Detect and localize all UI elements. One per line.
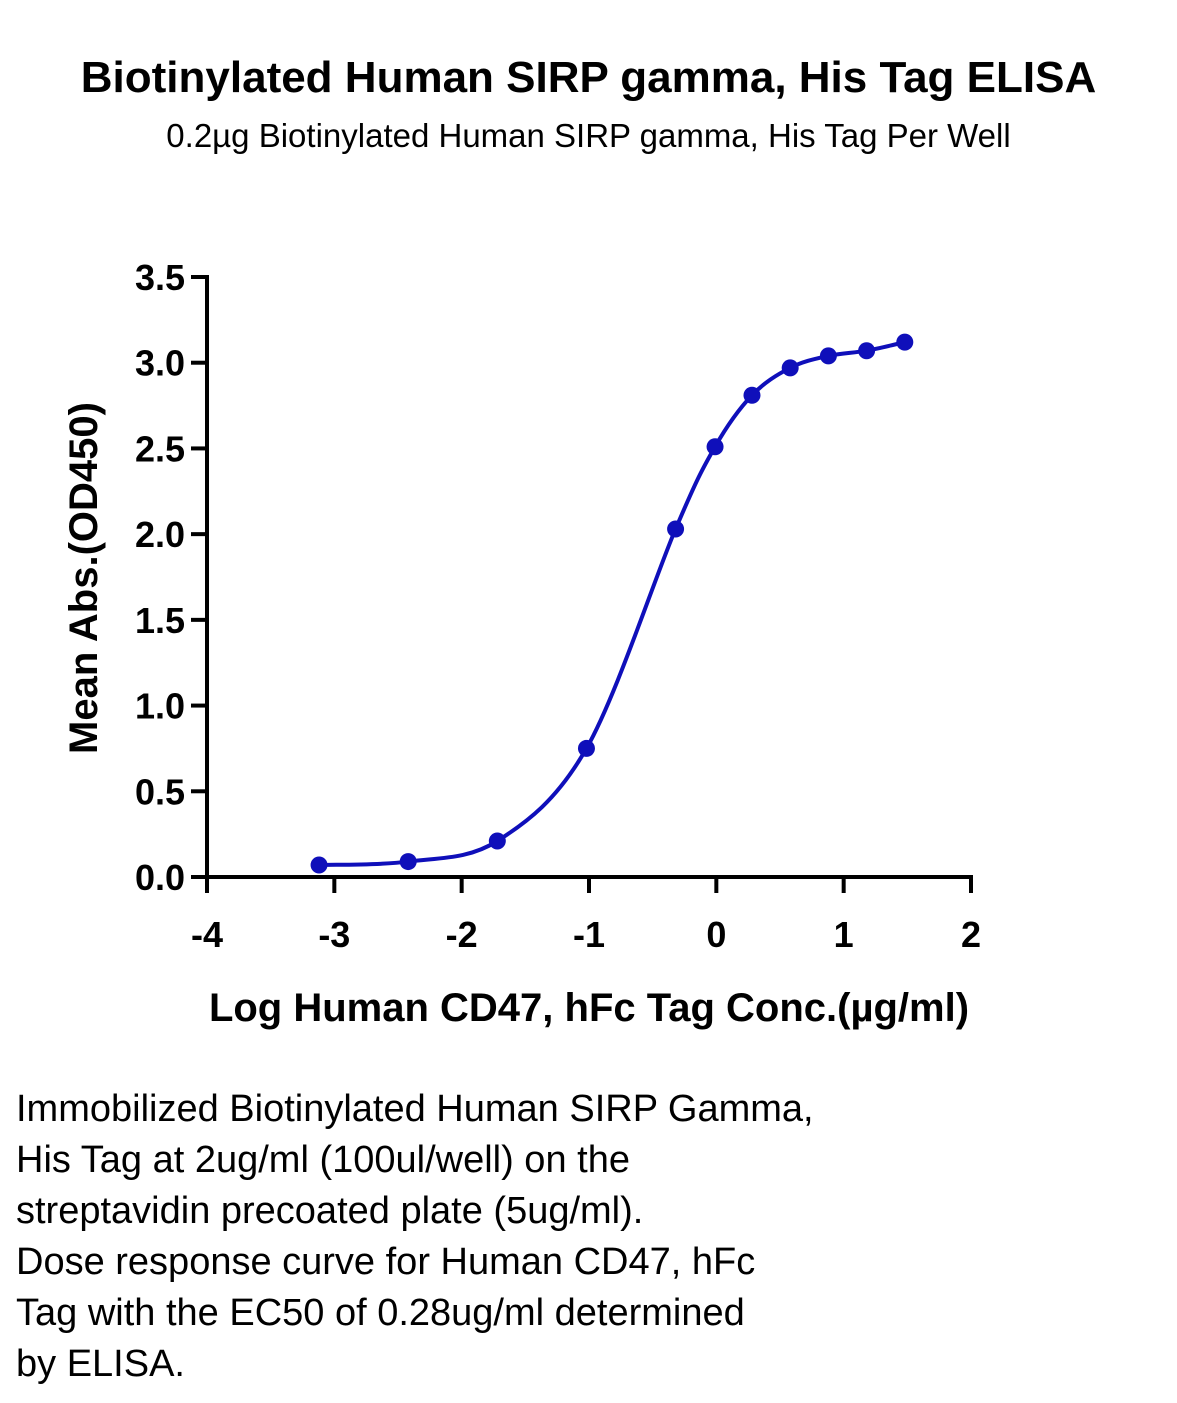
- chart-title: Biotinylated Human SIRP gamma, His Tag E…: [80, 53, 1097, 102]
- x-tick-label: 1: [834, 914, 854, 955]
- y-tick-label: 1.5: [135, 600, 185, 641]
- x-tick-label: -1: [573, 914, 605, 955]
- fit-curve: [318, 340, 906, 867]
- elisa-chart: 0.0 0.5 1.0 1.5 2.0 2.5 3.0 3.5 -4 -3 -2 -1 0 1 2 Log…: [62, 257, 981, 1030]
- y-tick-label: 0.0: [135, 857, 185, 898]
- caption-line: Dose response curve for Human CD47, hFc: [16, 1241, 756, 1283]
- data-point: [743, 386, 761, 404]
- data-point: [667, 520, 685, 538]
- caption-line: streptavidin precoated plate (5ug/ml).: [16, 1190, 644, 1232]
- x-tick-label: 0: [706, 914, 726, 955]
- chart-axes: [205, 275, 973, 879]
- chart-subtitle: 0.2µg Biotinylated Human SIRP gamma, His…: [166, 117, 1011, 154]
- data-point: [896, 333, 914, 351]
- data-point: [858, 342, 876, 360]
- y-tick-label: 0.5: [135, 771, 185, 812]
- data-point: [310, 856, 328, 874]
- x-tick-label: 2: [961, 914, 981, 955]
- data-point: [577, 739, 595, 757]
- y-tick-label: 2.0: [135, 514, 185, 555]
- data-point: [706, 438, 724, 456]
- data-point: [819, 347, 837, 365]
- y-tick-label: 2.5: [135, 428, 185, 469]
- y-axis-ticks: 0.0 0.5 1.0 1.5 2.0 2.5 3.0 3.5: [135, 257, 207, 898]
- caption-line: His Tag at 2ug/ml (100ul/well) on the: [16, 1139, 630, 1181]
- data-point: [399, 853, 417, 871]
- y-tick-label: 1.0: [135, 686, 185, 727]
- y-axis-label: Mean Abs.(OD450): [62, 402, 106, 754]
- y-tick-label: 3.5: [135, 257, 185, 298]
- x-tick-label: -3: [318, 914, 350, 955]
- data-point: [488, 832, 506, 850]
- caption-line: Tag with the EC50 of 0.28ug/ml determine…: [16, 1292, 745, 1334]
- data-point: [781, 359, 799, 377]
- x-tick-label: -4: [191, 914, 223, 955]
- x-axis-ticks: -4 -3 -2 -1 0 1 2: [191, 877, 981, 955]
- data-points: [310, 333, 914, 874]
- x-tick-label: -2: [446, 914, 478, 955]
- figure-caption: Immobilized Biotinylated Human SIRP Gamm…: [16, 1084, 1116, 1390]
- caption-line: Immobilized Biotinylated Human SIRP Gamm…: [16, 1088, 814, 1130]
- x-axis-label: Log Human CD47, hFc Tag Conc.(µg/ml): [209, 986, 969, 1030]
- caption-line: by ELISA.: [16, 1343, 185, 1385]
- y-tick-label: 3.0: [135, 343, 185, 384]
